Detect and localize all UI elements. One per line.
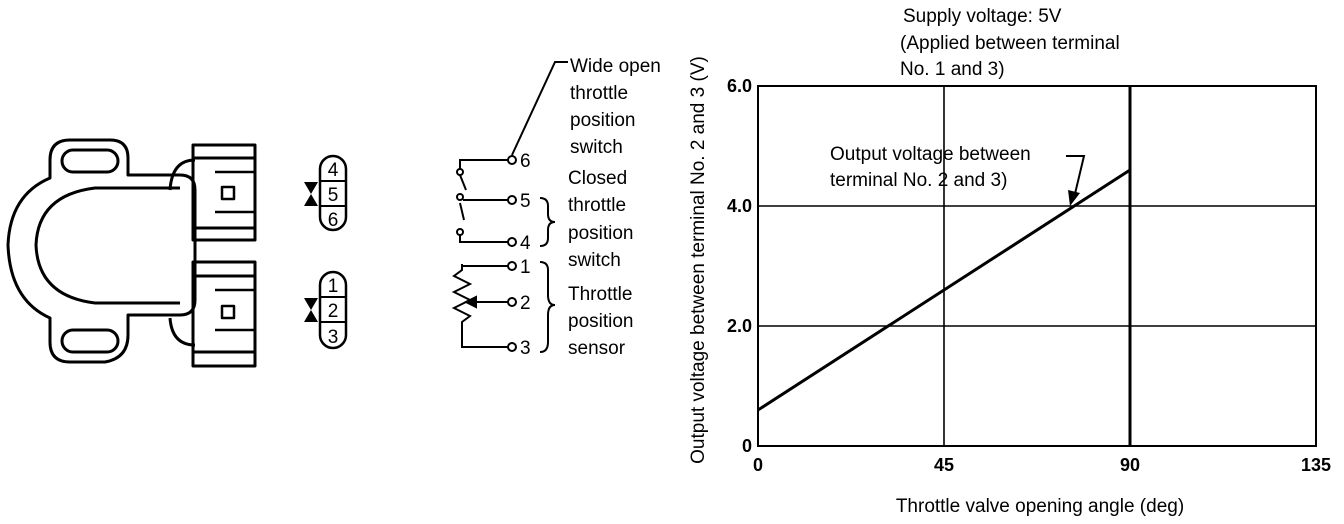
pin-label: 5 bbox=[328, 185, 339, 206]
wide-open-label: Wide open bbox=[570, 56, 661, 77]
braces bbox=[539, 197, 556, 353]
terminal-label: 5 bbox=[520, 191, 531, 212]
x-tick-label: 0 bbox=[753, 455, 763, 475]
wide-open-label: throttle bbox=[570, 83, 628, 104]
chart-title-line: Supply voltage: 5V bbox=[903, 6, 1062, 27]
connector-lower: 1 2 3 bbox=[304, 270, 348, 350]
switch-schematic bbox=[456, 61, 568, 247]
closed-switch-label: throttle bbox=[568, 195, 626, 216]
terminal-label: 1 bbox=[520, 257, 531, 278]
wide-open-label: switch bbox=[570, 137, 623, 158]
chart: Supply voltage: 5V (Applied between term… bbox=[688, 6, 1331, 517]
y-tick-label: 0 bbox=[742, 436, 752, 456]
sensor-label: Throttle bbox=[568, 284, 632, 305]
annotation-arrow-icon bbox=[1068, 190, 1080, 206]
pin-label: 6 bbox=[328, 210, 339, 231]
terminal-numbers: 6 5 4 1 2 3 bbox=[520, 151, 531, 359]
pin-label: 2 bbox=[328, 301, 339, 322]
plot-frame bbox=[757, 85, 1317, 447]
wide-open-label: position bbox=[570, 110, 636, 131]
y-tick-label: 2.0 bbox=[727, 316, 752, 336]
schematic-labels: Wide open throttle position switch Close… bbox=[568, 56, 661, 359]
connector-lock-icon bbox=[304, 182, 318, 206]
closed-switch-label: switch bbox=[568, 250, 621, 271]
pin-label: 4 bbox=[328, 160, 339, 181]
terminal-label: 3 bbox=[520, 338, 531, 359]
terminal-label: 2 bbox=[520, 293, 531, 314]
connector-lock-icon bbox=[304, 298, 318, 322]
x-tick-label: 135 bbox=[1301, 455, 1331, 475]
terminal-label: 4 bbox=[520, 233, 531, 254]
x-tick-label: 45 bbox=[934, 455, 954, 475]
y-tick-label: 4.0 bbox=[727, 196, 752, 216]
chart-title-line: No. 1 and 3) bbox=[900, 59, 1005, 80]
series-line bbox=[757, 168, 1131, 412]
connector-upper: 4 5 6 bbox=[304, 154, 348, 232]
chart-series bbox=[757, 168, 1131, 412]
pin-label: 3 bbox=[328, 327, 339, 348]
series-annotation: Output voltage between bbox=[830, 144, 1031, 165]
series-annotation: terminal No. 2 and 3) bbox=[830, 170, 1007, 191]
y-axis-label: Output voltage between terminal No. 2 an… bbox=[688, 56, 709, 464]
sensor-label: sensor bbox=[568, 338, 626, 359]
x-axis-label: Throttle valve opening angle (deg) bbox=[896, 496, 1184, 517]
chart-ticks: 0 45 90 135 0 2.0 4.0 6.0 bbox=[727, 76, 1331, 475]
closed-switch-label: Closed bbox=[568, 168, 627, 189]
annotation-leader bbox=[1066, 155, 1086, 199]
terminal-label: 6 bbox=[520, 151, 531, 172]
chart-grid bbox=[757, 85, 1317, 447]
x-tick-label: 90 bbox=[1120, 455, 1140, 475]
sensor-label: position bbox=[568, 311, 634, 332]
pin-label: 1 bbox=[328, 276, 339, 297]
wiper-arrow-icon bbox=[463, 295, 477, 309]
chart-title-line: (Applied between terminal bbox=[900, 33, 1120, 54]
closed-switch-label: position bbox=[568, 223, 634, 244]
sensor-body-drawing bbox=[6, 138, 257, 368]
y-tick-label: 6.0 bbox=[727, 76, 752, 96]
sensor-schematic bbox=[451, 261, 517, 352]
